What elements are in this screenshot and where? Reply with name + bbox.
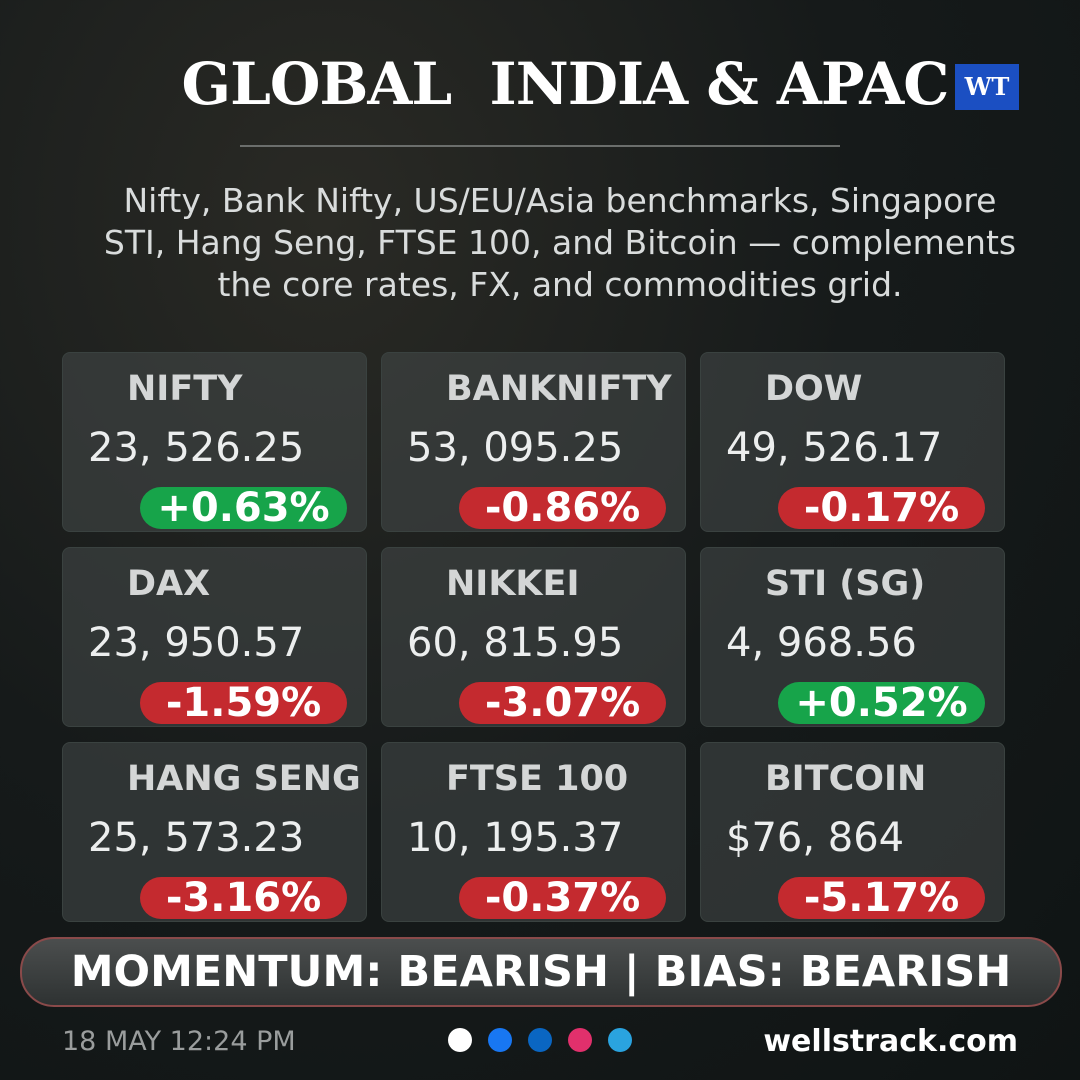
index-value: 23, 526.25 — [88, 425, 305, 471]
index-value: $76, 864 — [726, 815, 905, 861]
change-badge: -0.17% — [778, 487, 985, 529]
divider — [240, 145, 840, 147]
x-icon[interactable] — [448, 1028, 472, 1052]
index-card: FTSE 100 10, 195.37 -0.37% — [381, 742, 686, 922]
change-badge: -5.17% — [778, 877, 985, 919]
index-card: BITCOIN $76, 864 -5.17% — [700, 742, 1005, 922]
linkedin-icon[interactable] — [528, 1028, 552, 1052]
index-value: 10, 195.37 — [407, 815, 624, 861]
index-name: STI (SG) — [765, 564, 926, 604]
index-name: DAX — [127, 564, 211, 604]
logo: WT — [955, 64, 1019, 110]
site-link[interactable]: wellstrack.com — [763, 1024, 1018, 1059]
index-name: FTSE 100 — [446, 759, 629, 799]
change-badge: +0.52% — [778, 682, 985, 724]
facebook-icon[interactable] — [488, 1028, 512, 1052]
index-card: NIFTY 23, 526.25 +0.63% — [62, 352, 367, 532]
change-badge: +0.63% — [140, 487, 347, 529]
index-name: BANKNIFTY — [446, 369, 672, 409]
change-badge: -3.07% — [459, 682, 666, 724]
subtitle-line: the core rates, FX, and commodities grid… — [217, 265, 903, 304]
change-badge: -1.59% — [140, 682, 347, 724]
index-value: 49, 526.17 — [726, 425, 943, 471]
index-card: HANG SENG 25, 573.23 -3.16% — [62, 742, 367, 922]
index-card: DAX 23, 950.57 -1.59% — [62, 547, 367, 727]
banner: MOMENTUM: BEARISH | BIAS: BEARISH — [20, 937, 1062, 1007]
title: GLOBAL INDIA & APAC — [181, 50, 950, 118]
subtitle-line: Nifty, Bank Nifty, US/EU/Asia benchmarks… — [123, 181, 997, 220]
index-value: 53, 095.25 — [407, 425, 624, 471]
index-card: STI (SG) 4, 968.56 +0.52% — [700, 547, 1005, 727]
subtitle: Nifty, Bank Nifty, US/EU/Asia benchmarks… — [0, 180, 1080, 306]
telegram-icon[interactable] — [608, 1028, 632, 1052]
instagram-icon[interactable] — [568, 1028, 592, 1052]
index-value: 60, 815.95 — [407, 620, 624, 666]
index-value: 4, 968.56 — [726, 620, 917, 666]
subtitle-line: STI, Hang Seng, FTSE 100, and Bitcoin — … — [103, 223, 1017, 262]
index-value: 25, 573.23 — [88, 815, 305, 861]
index-name: BITCOIN — [765, 759, 927, 799]
index-name: NIFTY — [127, 369, 243, 409]
index-value: 23, 950.57 — [88, 620, 305, 666]
index-card: BANKNIFTY 53, 095.25 -0.86% — [381, 352, 686, 532]
timestamp: 18 MAY 12:24 PM — [62, 1026, 296, 1057]
change-badge: -0.86% — [459, 487, 666, 529]
index-name: HANG SENG — [127, 759, 361, 799]
change-badge: -3.16% — [140, 877, 347, 919]
index-card: DOW 49, 526.17 -0.17% — [700, 352, 1005, 532]
index-card: NIKKEI 60, 815.95 -3.07% — [381, 547, 686, 727]
index-name: NIKKEI — [446, 564, 580, 604]
change-badge: -0.37% — [459, 877, 666, 919]
index-name: DOW — [765, 369, 863, 409]
